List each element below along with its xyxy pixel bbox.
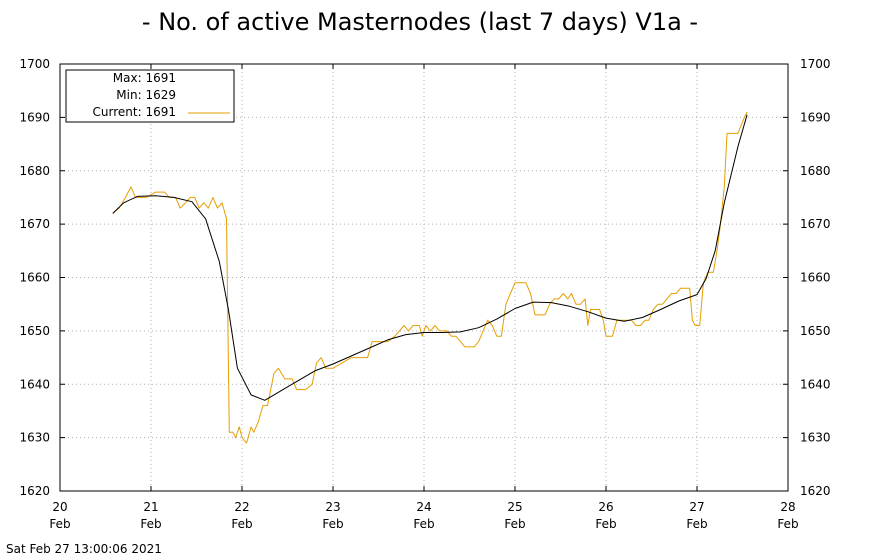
x-tick-label-day: 21 [143, 500, 158, 514]
y-tick-label-right: 1690 [800, 110, 831, 124]
x-tick-label-month: Feb [322, 517, 343, 531]
y-tick-label-right: 1640 [800, 377, 831, 391]
legend-current: Current: 1691 [93, 105, 176, 119]
x-tick-label-day: 26 [598, 500, 613, 514]
y-tick-label-left: 1640 [19, 377, 50, 391]
series-line-smoothed [112, 114, 748, 401]
y-tick-label-left: 1670 [19, 217, 50, 231]
y-tick-label-left: 1660 [19, 271, 50, 285]
x-tick-label-month: Feb [686, 517, 707, 531]
axis-ticks [59, 63, 789, 492]
x-axis-labels: 20 Feb 21 Feb 22 Feb 23 Feb 24 Feb 25 Feb 26 Feb 27 Feb… [49, 500, 798, 531]
gridlines [60, 64, 788, 491]
legend-max: Max: 1691 [113, 71, 176, 85]
y-tick-label-left: 1700 [19, 57, 50, 71]
y-tick-label-right: 1680 [800, 164, 831, 178]
y-tick-label-left: 1620 [19, 484, 50, 498]
x-tick-label-day: 24 [416, 500, 431, 514]
x-tick-label-month: Feb [504, 517, 525, 531]
x-tick-label-day: 25 [507, 500, 522, 514]
plot-area: 1620 1630 1640 1650 1660 1670 1680 1690 1700 162… [19, 57, 830, 531]
y-tick-label-left: 1630 [19, 431, 50, 445]
chart-title: - No. of active Masternodes (last 7 days… [142, 8, 698, 36]
data-series [112, 111, 748, 444]
x-tick-label-month: Feb [49, 517, 70, 531]
series-line-raw [112, 111, 748, 444]
x-tick-label-month: Feb [595, 517, 616, 531]
y-tick-label-left: 1690 [19, 110, 50, 124]
x-tick-label-month: Feb [777, 517, 798, 531]
x-tick-label-day: 23 [325, 500, 340, 514]
y-tick-label-right: 1700 [800, 57, 831, 71]
y-tick-label-left: 1650 [19, 324, 50, 338]
x-tick-label-month: Feb [231, 517, 252, 531]
x-tick-label-day: 27 [689, 500, 704, 514]
x-tick-label-month: Feb [413, 517, 434, 531]
y-tick-label-right: 1650 [800, 324, 831, 338]
x-tick-label-day: 20 [52, 500, 67, 514]
y-tick-label-right: 1660 [800, 271, 831, 285]
y-tick-label-right: 1670 [800, 217, 831, 231]
y-axis-right-labels: 1620 1630 1640 1650 1660 1670 1680 1690 1700 [800, 57, 831, 498]
x-tick-label-day: 22 [234, 500, 249, 514]
y-tick-label-right: 1620 [800, 484, 831, 498]
x-tick-label-month: Feb [140, 517, 161, 531]
legend-min: Min: 1629 [116, 88, 176, 102]
legend: Max: 1691 Min: 1629 Current: 1691 [65, 69, 235, 123]
y-tick-label-right: 1630 [800, 431, 831, 445]
timestamp: Sat Feb 27 13:00:06 2021 [6, 542, 162, 556]
y-tick-label-left: 1680 [19, 164, 50, 178]
x-tick-label-day: 28 [780, 500, 795, 514]
y-axis-left-labels: 1620 1630 1640 1650 1660 1670 1680 1690 1700 [19, 57, 50, 498]
